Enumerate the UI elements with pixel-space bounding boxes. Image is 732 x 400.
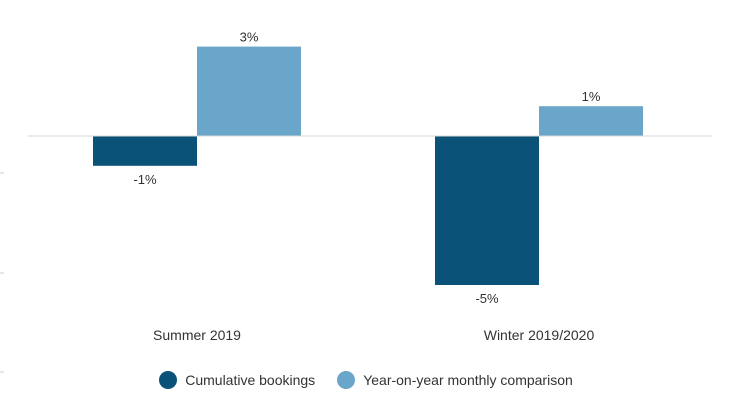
bar <box>93 136 197 166</box>
legend-swatch-year-on-year <box>337 371 356 389</box>
legend-item-cumulative-bookings: Cumulative bookings <box>159 371 315 389</box>
legend-label-year-on-year: Year-on-year monthly comparison <box>363 372 573 388</box>
category-label: Summer 2019 <box>153 327 241 343</box>
category-label: Winter 2019/2020 <box>484 327 595 343</box>
legend-swatch-cumulative-bookings <box>159 371 178 389</box>
data-label: 3% <box>240 30 259 45</box>
data-label: 1% <box>582 89 601 104</box>
legend: Cumulative bookings Year-on-year monthly… <box>0 371 732 389</box>
bar <box>435 136 539 285</box>
data-label: -1% <box>133 172 157 187</box>
bar <box>197 46 301 136</box>
bar <box>539 106 643 136</box>
legend-label-cumulative-bookings: Cumulative bookings <box>185 372 316 388</box>
legend-item-year-on-year: Year-on-year monthly comparison <box>337 371 573 389</box>
data-label: -5% <box>475 291 499 306</box>
